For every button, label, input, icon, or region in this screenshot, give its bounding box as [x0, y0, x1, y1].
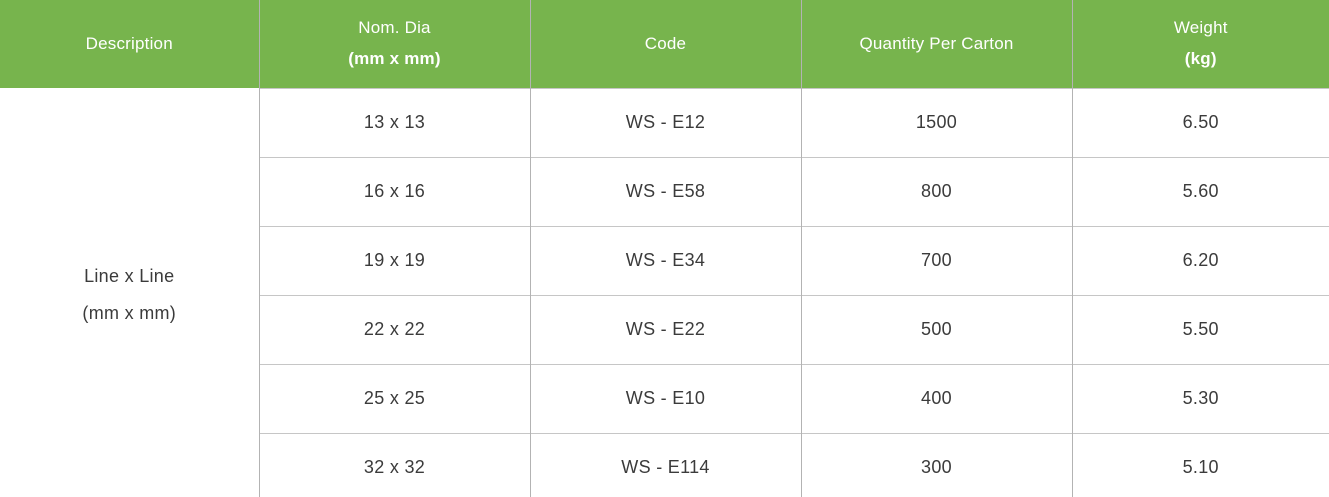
- weight-cell: 5.30: [1071, 363, 1329, 433]
- header-description: Description: [0, 0, 259, 88]
- quantity-cell: 300: [800, 432, 1072, 497]
- nom-dia-cell: 32 x 32: [258, 432, 530, 497]
- header-nom-dia-sub: (mm x mm): [348, 49, 441, 69]
- header-weight: Weight (kg): [1071, 0, 1329, 88]
- header-code: Code: [529, 0, 801, 88]
- header-quantity-label: Quantity Per Carton: [859, 33, 1014, 53]
- quantity-cell: 700: [800, 225, 1072, 295]
- nom-dia-cell: 19 x 19: [258, 225, 530, 295]
- weight-cell: 5.10: [1071, 432, 1329, 497]
- header-nom-dia-label: Nom. Dia: [358, 18, 431, 38]
- header-quantity: Quantity Per Carton: [800, 0, 1072, 88]
- nom-dia-cell: 16 x 16: [258, 156, 530, 226]
- nom-dia-cell: 25 x 25: [258, 363, 530, 433]
- quantity-cell: 400: [800, 363, 1072, 433]
- quantity-cell: 800: [800, 156, 1072, 226]
- table-row: 19 x 19 WS - E34 700 6.20: [0, 225, 1329, 295]
- table-row: Line x Line (mm x mm) 13 x 13 WS - E12 1500 6…: [0, 87, 1329, 497]
- code-cell: WS - E10: [529, 363, 801, 433]
- header-weight-label: Weight: [1173, 18, 1228, 38]
- weight-cell: 6.50: [1071, 87, 1329, 157]
- weight-cell: 5.60: [1071, 156, 1329, 226]
- header-nom-dia: Nom. Dia (mm x mm): [258, 0, 530, 88]
- code-cell: WS - E22: [529, 294, 801, 364]
- nom-dia-cell: 22 x 22: [258, 294, 530, 364]
- weight-cell: 6.20: [1071, 225, 1329, 295]
- table-row: 22 x 22 WS - E22 500 5.50: [0, 294, 1329, 364]
- description-cell: Line x Line (mm x mm): [0, 88, 259, 497]
- table-row: 16 x 16 WS - E58 800 5.60: [0, 156, 1329, 226]
- code-cell: WS - E34: [529, 225, 801, 295]
- table-row: 32 x 32 WS - E114 300 5.10: [0, 432, 1329, 497]
- table-header: Description Nom. Dia (mm x mm) Code Quan…: [0, 0, 1329, 88]
- header-code-label: Code: [644, 33, 687, 53]
- quantity-cell: 1500: [800, 87, 1072, 157]
- nom-dia-cell: 13 x 13: [258, 87, 530, 157]
- description-line2: (mm x mm): [82, 303, 177, 323]
- table-row: 25 x 25 WS - E10 400 5.30: [0, 363, 1329, 433]
- code-cell: WS - E58: [529, 156, 801, 226]
- quantity-cell: 500: [800, 294, 1072, 364]
- header-weight-sub: (kg): [1184, 49, 1217, 69]
- header-row: Description Nom. Dia (mm x mm) Code Quan…: [0, 0, 1329, 88]
- header-description-label: Description: [85, 34, 173, 53]
- code-cell: WS - E12: [529, 87, 801, 157]
- table-body: Line x Line (mm x mm) 13 x 13 WS - E12 1500 6…: [0, 87, 1329, 497]
- code-cell: WS - E114: [529, 432, 801, 497]
- description-line1: Line x Line: [84, 266, 175, 286]
- weight-cell: 5.50: [1071, 294, 1329, 364]
